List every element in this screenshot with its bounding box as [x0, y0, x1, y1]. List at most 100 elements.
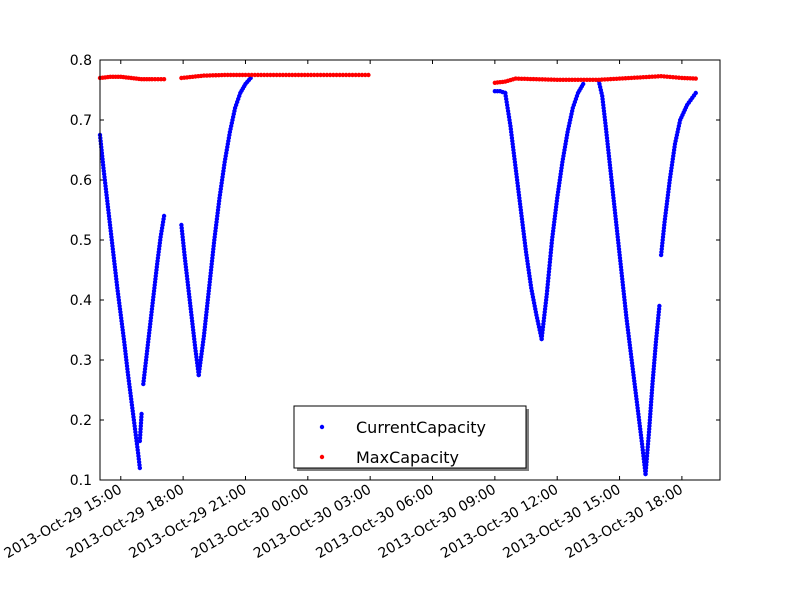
legend-marker [319, 454, 325, 460]
data-point [312, 72, 317, 78]
data-point [321, 72, 326, 78]
x-tick-label: 2013-Oct-30 00:00 [189, 482, 312, 562]
data-point [161, 213, 167, 219]
data-point [327, 72, 333, 78]
data-point [548, 253, 553, 259]
data-point [547, 263, 552, 268]
data-point [546, 275, 551, 281]
data-point [359, 72, 365, 78]
data-point [337, 72, 342, 78]
data-point [545, 282, 550, 287]
data-point [657, 303, 662, 309]
data-point [693, 76, 698, 81]
data-point [280, 72, 286, 78]
data-point [305, 72, 311, 78]
data-point [286, 72, 292, 78]
data-point [545, 279, 551, 284]
legend-label: CurrentCapacity [356, 418, 486, 437]
data-point [271, 72, 276, 78]
data-point [315, 72, 320, 78]
data-point [137, 465, 143, 471]
y-tick-label: 0.2 [70, 413, 92, 429]
data-point [343, 72, 349, 78]
data-point [366, 72, 371, 78]
y-tick-label: 0.3 [70, 353, 92, 369]
legend-label: MaxCapacity [356, 448, 459, 467]
y-tick-label: 0.6 [70, 173, 92, 189]
data-point [334, 72, 339, 78]
y-tick-label: 0.4 [70, 293, 92, 309]
data-point [139, 411, 144, 417]
data-point [363, 72, 368, 78]
data-point [546, 269, 552, 274]
data-point [277, 72, 282, 78]
plot-area-frame [99, 59, 721, 481]
data-point [249, 72, 254, 78]
data-point [265, 72, 270, 78]
data-point [546, 272, 551, 278]
data-point [350, 72, 355, 78]
y-tick-label: 0.1 [70, 473, 92, 489]
data-point [255, 72, 261, 78]
data-point [544, 291, 550, 297]
data-point [149, 77, 155, 82]
data-point [548, 250, 553, 255]
data-point [155, 77, 161, 82]
data-point [293, 72, 298, 78]
data-point [693, 90, 698, 96]
data-point [580, 81, 586, 87]
y-tick-label: 0.5 [70, 233, 92, 249]
x-tick-label: 2013-Oct-30 12:00 [438, 482, 561, 562]
data-point [353, 72, 358, 78]
data-point [331, 72, 336, 78]
data-point [268, 72, 273, 78]
data-point [544, 288, 550, 294]
data-point [152, 77, 158, 82]
y-tick-label: 0.8 [70, 53, 92, 69]
legend-box [293, 405, 527, 469]
legend: CurrentCapacity MaxCapacity [293, 405, 529, 471]
data-point [548, 247, 554, 252]
data-point [549, 240, 554, 246]
data-point [302, 72, 307, 78]
points-layer [97, 72, 698, 477]
ticks-layer: 0.1 0.2 0.3 0.4 0.5 0.6 0.7 0.8 2013-Oct-29 15:0… [2, 53, 720, 562]
x-tick-label: 2013-Oct-29 18:00 [64, 482, 187, 562]
x-tick-label: 2013-Oct-29 21:00 [126, 482, 249, 562]
data-point [246, 72, 251, 78]
data-point [340, 72, 346, 78]
data-point [547, 260, 553, 265]
data-point [283, 72, 289, 78]
data-point [243, 72, 248, 78]
data-point [296, 72, 301, 78]
data-point [274, 72, 279, 78]
data-point [161, 77, 167, 82]
x-tick-label: 2013-Oct-30 03:00 [251, 482, 374, 562]
series-CurrentCapacity [97, 75, 698, 477]
data-point [308, 72, 314, 78]
data-point [318, 72, 323, 78]
x-tick-label: 2013-Oct-30 06:00 [313, 482, 436, 562]
data-point [299, 72, 304, 78]
data-point [324, 72, 330, 78]
data-point [547, 266, 552, 271]
data-point [545, 285, 550, 290]
y-tick-label: 0.7 [70, 113, 92, 129]
x-tick-label: 2013-Oct-29 15:00 [2, 482, 125, 562]
x-tick-label: 2013-Oct-30 18:00 [563, 482, 686, 562]
data-point [290, 72, 295, 78]
data-point [158, 77, 164, 82]
data-point [549, 244, 554, 249]
x-tick-label: 2013-Oct-30 09:00 [376, 482, 499, 562]
data-point [261, 72, 267, 78]
data-point [356, 72, 362, 78]
series-MaxCapacity [97, 72, 698, 86]
legend-marker [319, 424, 325, 430]
x-tick-label: 2013-Oct-30 15:00 [500, 482, 623, 562]
data-point [347, 72, 352, 78]
data-point [547, 256, 553, 262]
data-point [252, 72, 258, 78]
data-point [258, 72, 264, 78]
